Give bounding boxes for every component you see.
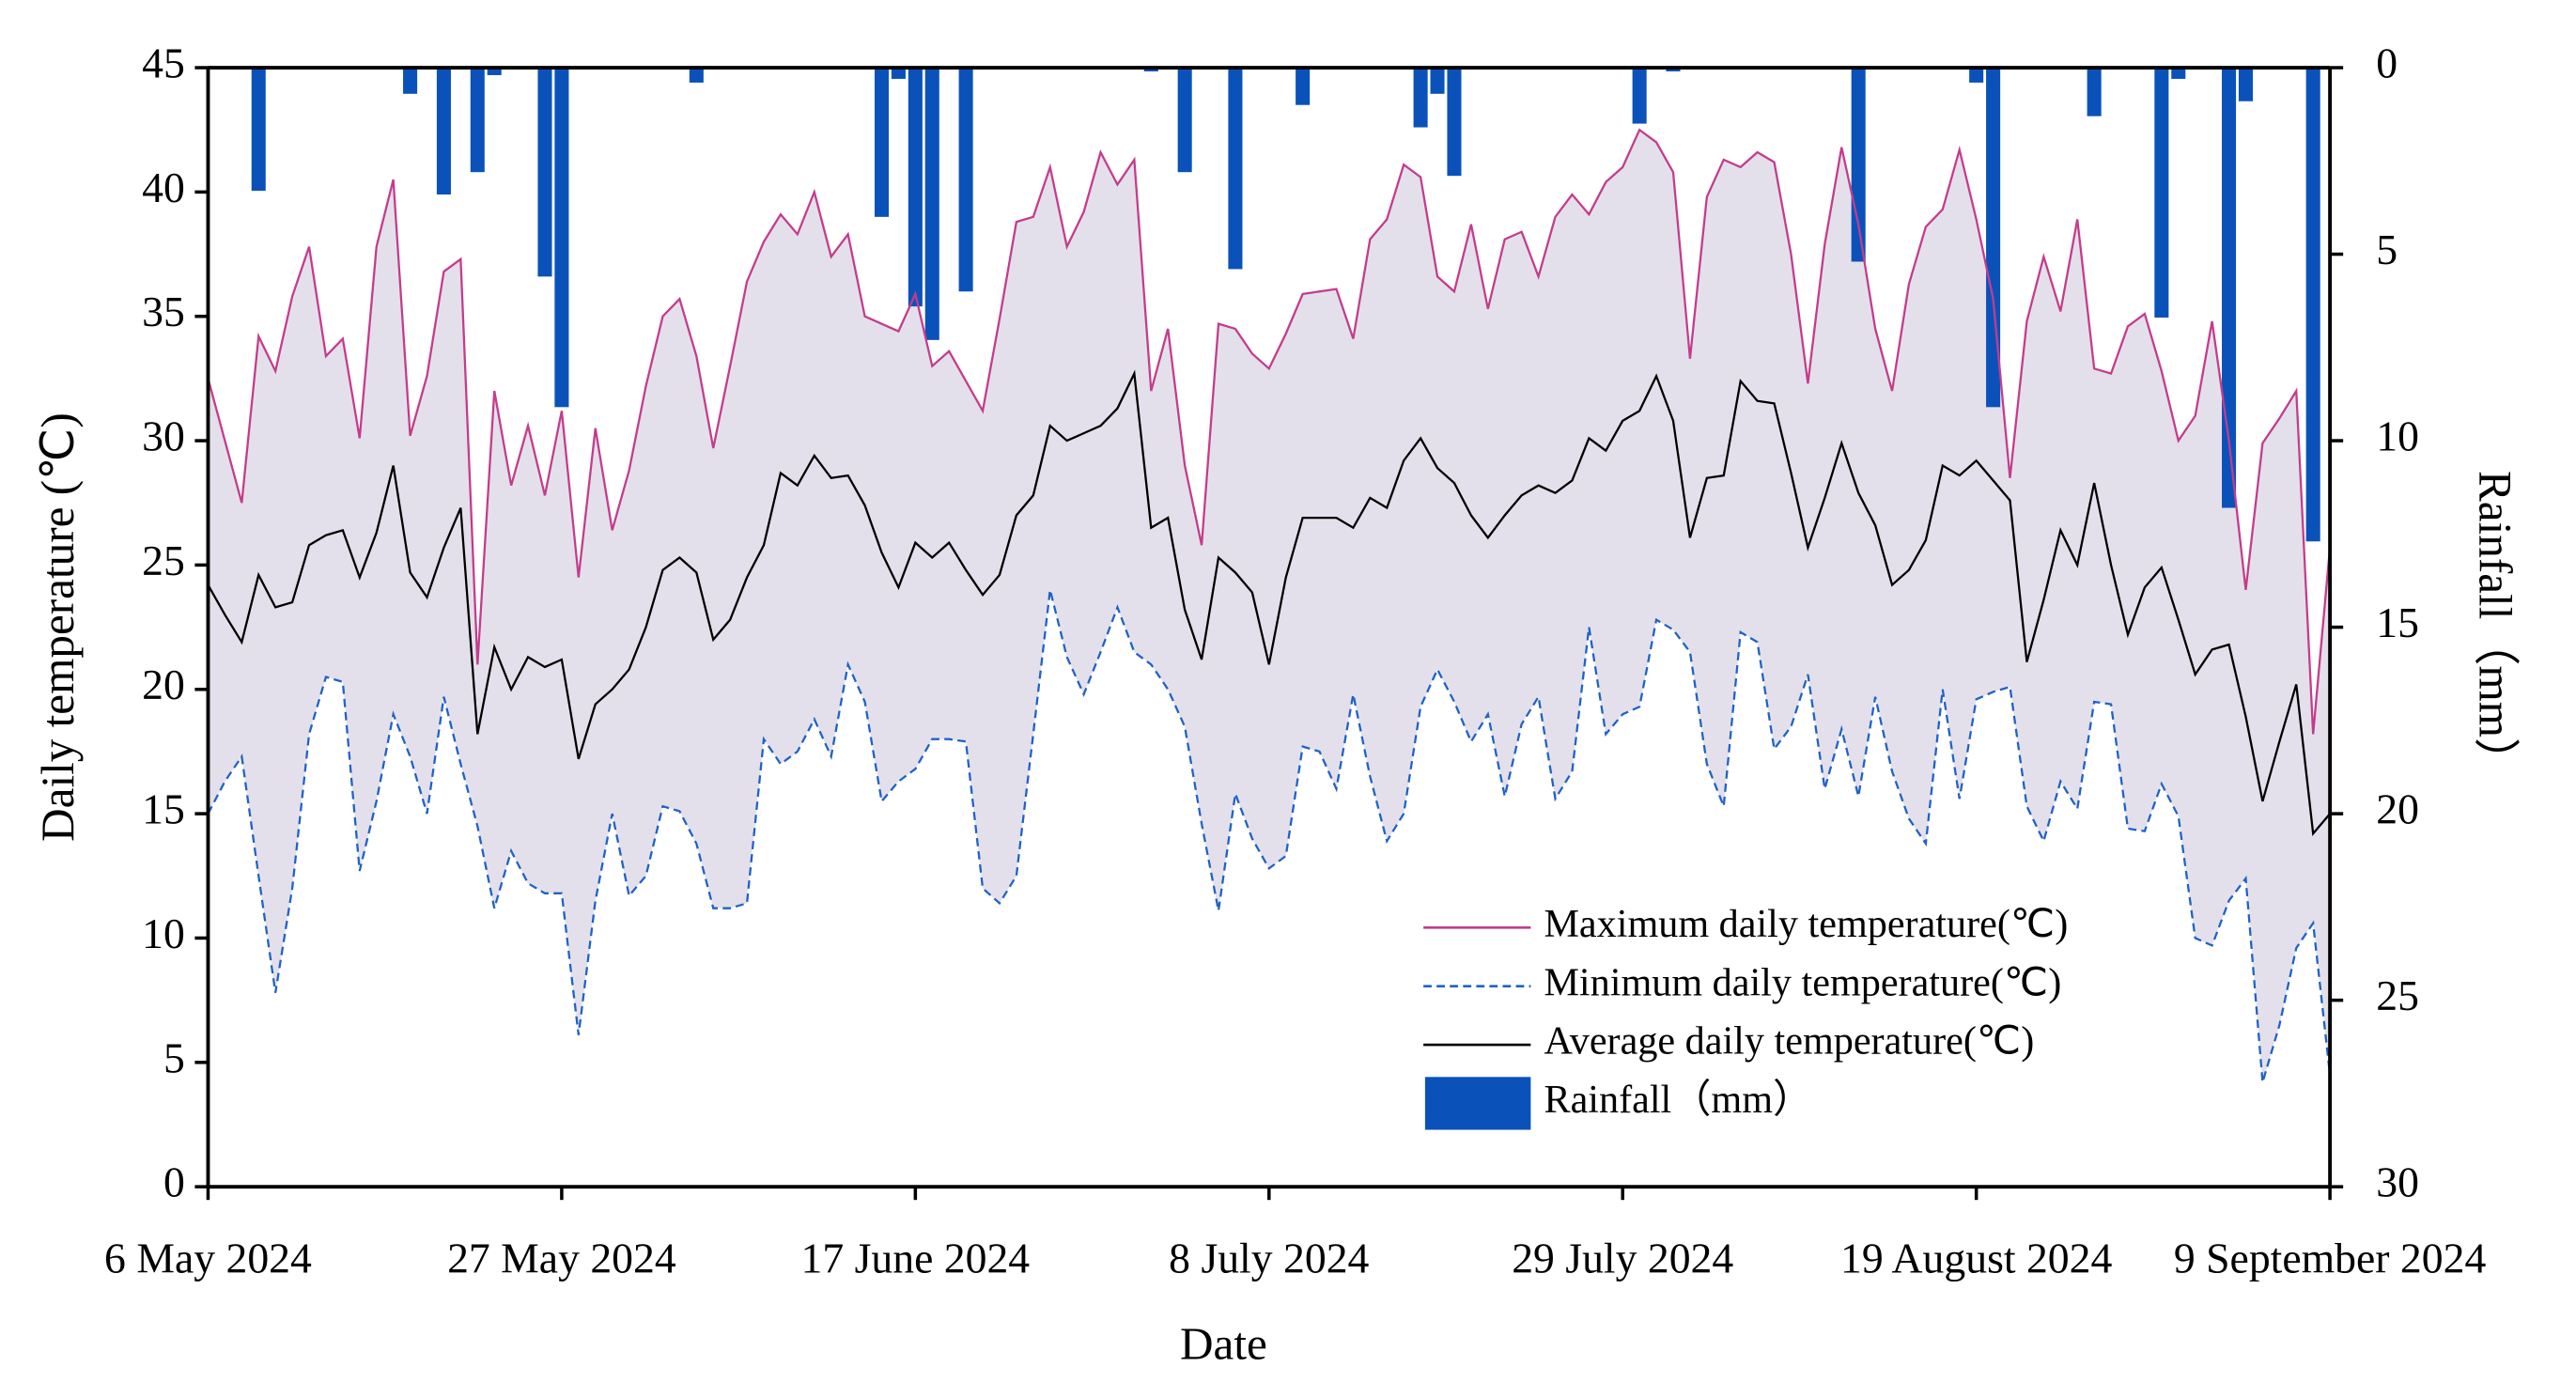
- rainfall-bar: [470, 68, 485, 173]
- legend-swatch: [1424, 1077, 1531, 1130]
- x-tick-label: 29 July 2024: [1512, 1234, 1733, 1282]
- temperature-line: [207, 128, 2332, 735]
- rainfall-bar: [1632, 68, 1647, 124]
- rainfall-bar: [1851, 68, 1866, 262]
- rainfall-bar: [689, 68, 704, 83]
- y-tick-label: 5: [163, 1033, 185, 1081]
- x-tick-label: 8 July 2024: [1169, 1234, 1369, 1282]
- temperature-line: [207, 369, 2331, 837]
- y-tick-label: 30: [142, 412, 185, 460]
- rainfall-bar: [1666, 68, 1681, 71]
- legend-label: Maximum daily temperature(℃): [1544, 902, 2068, 946]
- temperature-line: [207, 589, 2332, 1083]
- y2-tick-label: 15: [2376, 598, 2419, 646]
- y2-tick-label: 30: [2376, 1158, 2419, 1206]
- rainfall-bar: [1143, 68, 1158, 71]
- rainfall-bar: [2238, 68, 2254, 101]
- y-tick-label: 25: [142, 536, 185, 584]
- x-tick-label: 9 September 2024: [2174, 1234, 2487, 1282]
- rainfall-bar: [891, 68, 906, 79]
- y-tick-label: 0: [163, 1158, 185, 1206]
- rainfall-bar: [436, 68, 451, 195]
- y2-tick-label: 0: [2376, 39, 2398, 87]
- rainfall-bar: [403, 68, 418, 94]
- rainfall-bar: [908, 68, 923, 307]
- rainfall-bar: [2087, 68, 2102, 116]
- y-tick-label: 35: [142, 287, 185, 335]
- y2-tick-label: 5: [2376, 225, 2398, 273]
- x-tick-label: 19 August 2024: [1840, 1234, 2113, 1282]
- x-tick-label: 17 June 2024: [801, 1234, 1031, 1282]
- rainfall-bar: [1986, 68, 2001, 408]
- x-tick-label: 27 May 2024: [447, 1234, 676, 1282]
- legend-label: Rainfall（mm）: [1544, 1078, 1812, 1122]
- rainfall-bar: [2222, 68, 2237, 508]
- y2-axis-label: Rainfall（mm）: [2469, 471, 2521, 784]
- y2-tick-label: 25: [2376, 971, 2419, 1019]
- rainfall-bar: [1177, 68, 1192, 173]
- legend-label: Average daily temperature(℃): [1544, 1019, 2034, 1064]
- rainfall-bar: [874, 68, 890, 217]
- x-tick-label: 6 May 2024: [104, 1234, 312, 1282]
- legend-label: Minimum daily temperature(℃): [1544, 960, 2061, 1004]
- rainfall-bar: [1413, 68, 1428, 128]
- rainfall-bar: [251, 68, 266, 192]
- rainfall-bar: [2305, 68, 2320, 542]
- y2-tick-label: 10: [2376, 412, 2419, 460]
- rainfall-bar: [1228, 68, 1243, 270]
- x-axis-label: Date: [1180, 1318, 1267, 1370]
- rainfall-bar: [2154, 68, 2169, 318]
- y-tick-label: 15: [142, 785, 185, 833]
- rainfall-bar: [2171, 68, 2186, 79]
- rainfall-bar: [487, 68, 502, 75]
- temperature-range-fill: [208, 130, 2331, 1082]
- rainfall-bar: [958, 68, 973, 292]
- rainfall-bar: [1296, 68, 1311, 105]
- y-tick-label: 10: [142, 909, 185, 957]
- legend: Maximum daily temperature(℃) Minimum dail…: [1423, 902, 2068, 1130]
- y-tick-label: 45: [142, 39, 185, 87]
- y-tick-label: 40: [142, 163, 185, 211]
- rainfall-bar: [1430, 68, 1445, 94]
- rainfall-bar: [537, 68, 552, 277]
- rainfall-bar: [554, 68, 569, 408]
- rainfall-bar: [1969, 68, 1984, 83]
- y-axis-label: Daily temperature (℃): [32, 412, 84, 842]
- y-tick-label: 20: [142, 660, 185, 708]
- y2-tick-label: 20: [2376, 785, 2419, 833]
- rainfall-bar: [1447, 68, 1462, 177]
- rainfall-bar: [924, 68, 939, 340]
